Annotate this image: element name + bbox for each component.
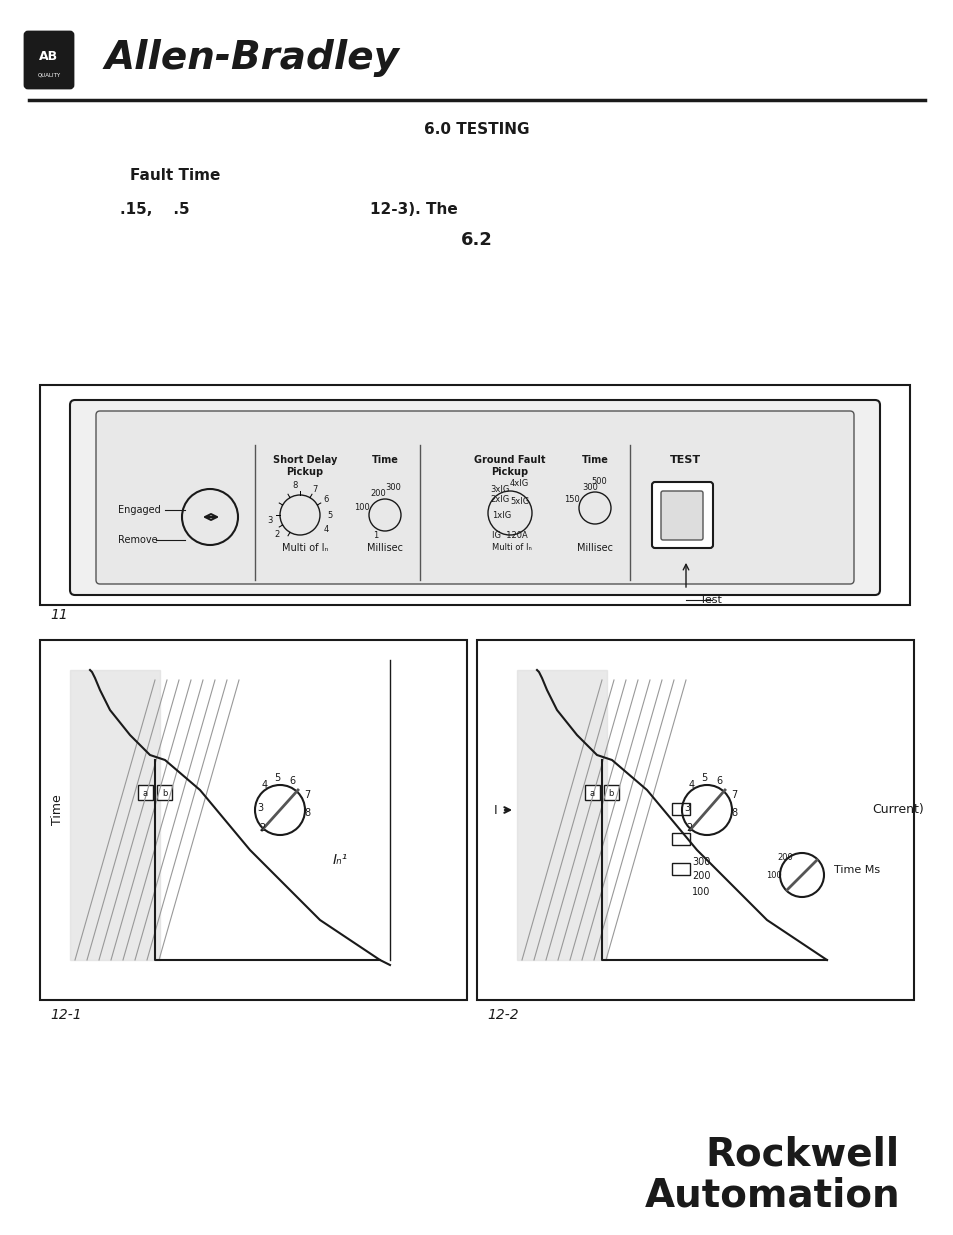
Text: 150: 150 [563,494,579,504]
Bar [603,785,618,800]
Text: 200: 200 [691,871,710,881]
Text: 2: 2 [274,530,279,538]
Text: Rockwell
Automation: Rockwell Automation [643,1135,899,1214]
Text: 3: 3 [683,803,689,813]
Text: 4xIG: 4xIG [510,478,529,488]
Text: Multi of Iₙ: Multi of Iₙ [492,543,532,552]
Text: Current): Current) [871,804,923,816]
Text: 1: 1 [373,531,378,540]
Text: 7: 7 [304,790,310,800]
Text: Engaged: Engaged [118,505,161,515]
Text: Time Ms: Time Ms [833,864,880,876]
Text: Time: Time [371,454,398,466]
Text: 200: 200 [370,489,385,498]
Text: 500: 500 [590,478,606,487]
FancyBboxPatch shape [651,482,712,548]
Text: Ground Fault: Ground Fault [474,454,545,466]
Text: Test: Test [700,595,721,605]
Text: 5: 5 [700,773,706,783]
FancyBboxPatch shape [70,400,879,595]
Text: a: a [143,788,148,798]
Text: Allen-Bradley: Allen-Bradley [105,40,399,77]
Text: 7: 7 [312,484,317,494]
Text: 6.0 TESTING: 6.0 TESTING [424,122,529,137]
Bar [671,863,689,876]
FancyBboxPatch shape [476,640,913,1000]
FancyBboxPatch shape [25,32,73,88]
Text: 3: 3 [256,803,263,813]
Text: Pickup: Pickup [286,467,323,477]
Text: Multi of Iₙ: Multi of Iₙ [281,543,328,553]
Text: .15,    .5: .15, .5 [120,203,190,217]
Text: 100: 100 [354,503,370,511]
Text: 4: 4 [323,526,328,535]
Text: 300: 300 [581,483,598,493]
FancyBboxPatch shape [40,640,467,1000]
Text: IG  120A: IG 120A [492,531,527,541]
Text: 1xIG: 1xIG [492,510,511,520]
Text: Short Delay: Short Delay [273,454,336,466]
FancyBboxPatch shape [96,411,853,584]
Text: 300: 300 [385,483,400,492]
Bar [671,803,689,815]
Text: 11: 11 [50,608,68,622]
Text: 100: 100 [765,871,781,879]
Text: 8: 8 [730,808,737,818]
Text: 12-2: 12-2 [486,1008,518,1023]
Text: 5: 5 [274,773,280,783]
Polygon shape [70,671,160,960]
Text: Millisec: Millisec [577,543,613,553]
Text: 3: 3 [268,516,273,525]
Text: Remove: Remove [118,535,157,545]
Text: 6: 6 [715,776,721,785]
FancyBboxPatch shape [40,385,909,605]
Text: Millisec: Millisec [367,543,402,553]
Text: 6.2: 6.2 [460,231,493,249]
Text: 2: 2 [258,823,265,832]
Text: 5: 5 [327,510,333,520]
Text: I: I [493,804,497,816]
Bar [584,785,599,800]
Text: 6: 6 [323,495,329,505]
Text: Pickup: Pickup [491,467,528,477]
Text: 300: 300 [691,857,710,867]
Text: 12-3). The: 12-3). The [370,203,457,217]
Text: 100: 100 [691,887,710,897]
Polygon shape [517,671,606,960]
Text: 2xIG: 2xIG [490,495,509,505]
Text: Time: Time [51,794,65,825]
Bar [671,832,689,845]
Text: 7: 7 [730,790,737,800]
Text: 200: 200 [776,853,792,862]
Text: 2: 2 [685,823,691,832]
Text: AB: AB [39,51,58,63]
Text: 4: 4 [688,781,695,790]
Text: 3xIG: 3xIG [490,484,509,494]
Text: 8: 8 [304,808,310,818]
Text: 5xIG: 5xIG [510,496,529,505]
Text: a: a [589,788,594,798]
Bar [157,785,172,800]
Text: QUALITY: QUALITY [37,73,60,78]
Text: 12-1: 12-1 [50,1008,82,1023]
Bar [138,785,152,800]
Text: b: b [162,788,167,798]
Text: 8: 8 [292,480,297,490]
Text: 4: 4 [262,781,268,790]
Text: TEST: TEST [669,454,700,466]
Text: b: b [608,788,613,798]
Text: Time: Time [581,454,608,466]
FancyBboxPatch shape [660,492,702,540]
Text: Iₙ¹: Iₙ¹ [332,853,347,867]
Text: 6: 6 [289,776,294,785]
Text: Fault Time: Fault Time [130,168,220,183]
